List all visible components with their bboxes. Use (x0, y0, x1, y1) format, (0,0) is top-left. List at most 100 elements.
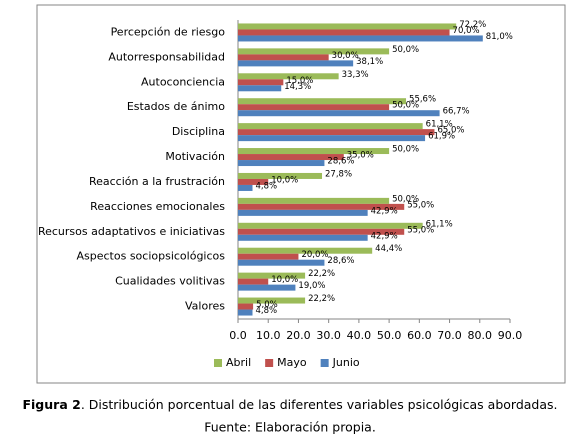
value-label: 28,6% (327, 256, 354, 266)
bar (238, 110, 440, 117)
x-tick-label: 20.0 (286, 329, 311, 342)
bar (238, 247, 373, 254)
y-tick-label: Valores (185, 300, 225, 313)
bar (238, 79, 284, 86)
bar (238, 35, 483, 42)
legend-swatch (214, 359, 222, 367)
bar (238, 234, 368, 241)
value-label: 55,0% (407, 225, 434, 235)
x-tick-label: 70.0 (437, 329, 462, 342)
bar (238, 178, 269, 185)
bar (238, 272, 306, 279)
value-label: 4,8% (256, 306, 278, 316)
y-tick-label: Recursos adaptativos e iniciativas (38, 225, 225, 238)
bar (238, 60, 354, 67)
bar (238, 48, 390, 55)
bar (238, 135, 426, 142)
value-label: 15,0% (286, 76, 313, 86)
value-label: 35,0% (347, 151, 374, 161)
value-label: 61,1% (426, 219, 453, 229)
value-label: 50,0% (392, 145, 419, 155)
value-label: 28,6% (327, 157, 354, 167)
value-label: 61,9% (428, 132, 455, 142)
value-label: 72,2% (459, 20, 486, 30)
bar (238, 203, 405, 210)
value-label: 19,0% (298, 281, 325, 291)
value-label: 22,2% (308, 294, 335, 304)
bar (238, 209, 368, 216)
value-label: 33,3% (342, 70, 369, 80)
value-label: 50,0% (392, 101, 419, 111)
value-label: 65,0% (437, 126, 464, 136)
bar (238, 73, 339, 80)
bar (238, 309, 253, 316)
value-label: 22,2% (308, 269, 335, 279)
value-label: 44,4% (375, 244, 402, 254)
bar (238, 154, 344, 161)
x-tick-label: 60.0 (407, 329, 432, 342)
bar (238, 98, 407, 105)
caption-text: . Distribución porcentual de las diferen… (81, 397, 558, 412)
value-label: 14,3% (284, 82, 311, 92)
x-tick-label: 30.0 (316, 329, 341, 342)
bar (238, 197, 390, 204)
bar (238, 278, 269, 285)
value-label: 50,0% (392, 45, 419, 55)
bar (238, 297, 306, 304)
y-tick-label: Autorresponsabilidad (108, 50, 225, 63)
legend-swatch (320, 359, 329, 367)
legend-swatch (265, 359, 274, 367)
value-label: 70,0% (453, 26, 480, 36)
value-label: 55,6% (409, 95, 436, 105)
bar (238, 148, 390, 155)
legend-label: Junio (332, 356, 360, 369)
caption-label: Figura 2 (22, 397, 80, 412)
bar (238, 184, 253, 191)
bar (238, 284, 296, 291)
value-label: 55,0% (407, 200, 434, 210)
bar (238, 29, 450, 36)
value-label: 10,0% (271, 175, 298, 185)
y-tick-label: Aspectos sociopsicológicos (77, 250, 226, 263)
bar (238, 85, 282, 92)
bar (238, 228, 405, 235)
x-tick-label: 50.0 (377, 329, 402, 342)
x-tick-label: 40.0 (347, 329, 372, 342)
value-label: 42,9% (371, 231, 398, 241)
chart-border (36, 4, 566, 384)
caption-source: Fuente: Elaboración propia. (204, 420, 376, 435)
y-tick-label: Reacciones emocionales (90, 200, 225, 213)
bar (238, 160, 325, 167)
y-tick-label: Motivación (165, 150, 225, 163)
bar (238, 172, 323, 179)
value-label: 66,7% (443, 107, 470, 117)
bar (238, 23, 457, 30)
bar (238, 129, 435, 136)
value-label: 10,0% (271, 275, 298, 285)
legend-label: Abril (226, 356, 251, 369)
value-label: 42,9% (371, 206, 398, 216)
value-label: 27,8% (325, 169, 352, 179)
x-tick-label: 80.0 (468, 329, 493, 342)
y-tick-label: Percepción de riesgo (111, 25, 226, 38)
x-tick-label: 0.0 (229, 329, 247, 342)
y-tick-label: Reacción a la frustración (89, 175, 225, 188)
value-label: 4,8% (256, 181, 278, 191)
value-label: 38,1% (356, 57, 383, 67)
bar (238, 303, 254, 310)
value-label: 30,0% (332, 51, 359, 61)
x-tick-label: 90.0 (498, 329, 523, 342)
bar (238, 54, 329, 61)
legend-label: Mayo (277, 356, 307, 369)
value-label: 61,1% (426, 120, 453, 130)
bar (238, 222, 423, 229)
value-label: 5,0% (256, 300, 278, 310)
bar (238, 123, 423, 130)
bar (238, 104, 390, 111)
y-tick-label: Autoconciencia (141, 75, 225, 88)
y-tick-label: Cualidades volitivas (115, 275, 225, 288)
value-label: 20,0% (301, 250, 328, 260)
x-tick-label: 10.0 (256, 329, 281, 342)
caption: Figura 2. Distribución porcentual de las… (22, 397, 557, 412)
